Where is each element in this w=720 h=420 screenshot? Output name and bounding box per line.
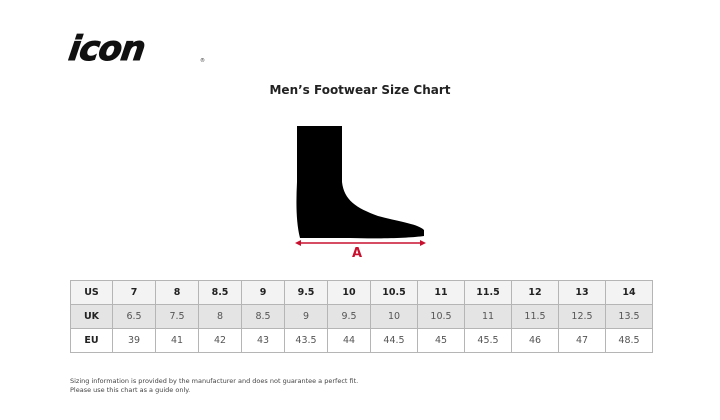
size-cell: 14 [605,280,653,305]
size-cell: 48.5 [605,328,653,353]
size-cell: 11.5 [511,304,559,329]
size-cell: 43.5 [284,328,328,353]
size-table: US 7 8 8.5 9 9.5 10 10.5 11 11.5 12 13 14 UK 6.5 7.5 8 8.… [70,280,653,353]
size-cell: 9.5 [327,304,371,329]
measure-arrow [295,240,426,246]
disclaimer: Sizing information is provided by the ma… [70,377,358,395]
size-cell: 39 [112,328,156,353]
size-cell: 6.5 [112,304,156,329]
size-cell: 7 [112,280,156,305]
size-cell: 44 [327,328,371,353]
size-cell: 42 [198,328,242,353]
size-cell: 9 [241,280,285,305]
disclaimer-line-1: Sizing information is provided by the ma… [70,377,359,385]
table-row-uk: UK 6.5 7.5 8 8.5 9 9.5 10 10.5 11 11.5 12.5 13.5 [70,304,653,329]
size-cell: 11.5 [464,280,512,305]
svg-text:icon: icon [68,29,147,68]
size-cell: 45.5 [464,328,512,353]
row-header: EU [70,328,113,353]
size-cell: 43 [241,328,285,353]
size-cell: 44.5 [370,328,418,353]
size-cell: 8 [155,280,199,305]
size-cell: 9 [284,304,328,329]
size-cell: 46 [511,328,559,353]
size-cell: 7.5 [155,304,199,329]
table-row-eu: EU 39 41 42 43 43.5 44 44.5 45 45.5 46 47 48.5 [70,328,653,353]
size-cell: 11 [417,280,465,305]
size-cell: 8 [198,304,242,329]
size-cell: 45 [417,328,465,353]
measure-label: A [352,246,363,261]
size-cell: 13 [558,280,606,305]
row-header: US [70,280,113,305]
size-cell: 41 [155,328,199,353]
size-cell: 47 [558,328,606,353]
size-cell: 12 [511,280,559,305]
sock-silhouette [295,126,426,246]
size-cell: 8.5 [241,304,285,329]
size-cell: 11 [464,304,512,329]
size-cell: 10 [370,304,418,329]
table-row-us: US 7 8 8.5 9 9.5 10 10.5 11 11.5 12 13 14 [70,280,653,305]
disclaimer-line-2: Please use this chart as a guide only. [70,386,191,394]
row-header: UK [70,304,113,329]
size-cell: 9.5 [284,280,328,305]
size-cell: 12.5 [558,304,606,329]
page-title: Men’s Footwear Size Chart [269,83,451,97]
size-cell: 10.5 [370,280,418,305]
size-cell: 10 [327,280,371,305]
size-cell: 8.5 [198,280,242,305]
svg-text:®: ® [200,57,205,64]
size-cell: 13.5 [605,304,653,329]
size-cell: 10.5 [417,304,465,329]
icon-logo: icon ® [68,29,205,68]
